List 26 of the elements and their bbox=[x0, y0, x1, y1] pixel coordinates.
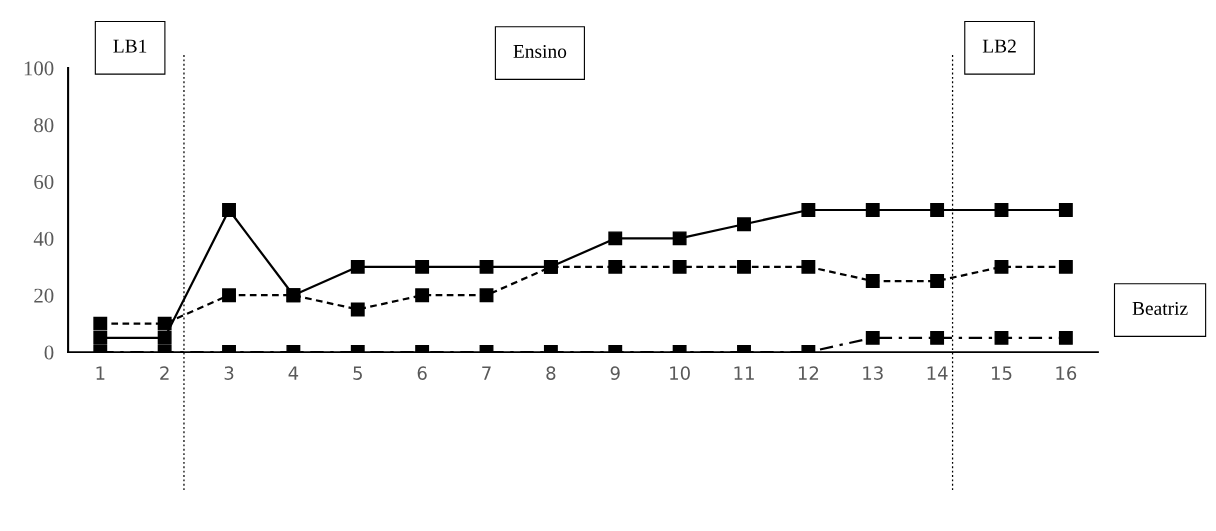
text: Ensino bbox=[513, 44, 567, 58]
x-tick-label: 11 bbox=[734, 366, 754, 380]
x-tick-label: 7 bbox=[482, 366, 491, 380]
y-tick-label: 40 bbox=[33, 231, 54, 246]
y-tick-label: 20 bbox=[34, 288, 54, 303]
text: Beatriz bbox=[1132, 301, 1188, 315]
x-tick-label: 15 bbox=[991, 366, 1012, 380]
y-tick-label: 100 bbox=[24, 61, 54, 76]
x-tick-label: 4 bbox=[288, 366, 299, 380]
x-tick-label: 14 bbox=[927, 366, 948, 380]
x-tick-label: 6 bbox=[417, 366, 427, 380]
y-tick-label: 60 bbox=[34, 174, 54, 190]
text: LB1 bbox=[113, 39, 147, 53]
x-tick-label: 10 bbox=[670, 366, 690, 380]
x-tick-label: 12 bbox=[798, 366, 819, 380]
text: LB2 bbox=[982, 39, 1016, 53]
x-tick-label: 3 bbox=[224, 366, 234, 380]
x-tick-label: 2 bbox=[160, 366, 169, 380]
y-tick-label: 0 bbox=[44, 345, 54, 360]
x-tick-label: 13 bbox=[863, 366, 883, 380]
x-tick-label: 8 bbox=[546, 366, 556, 380]
x-tick-label: 16 bbox=[1056, 366, 1077, 380]
x-tick-label: 1 bbox=[96, 366, 105, 380]
x-tick-label: 5 bbox=[353, 366, 362, 380]
y-tick-label: 80 bbox=[34, 118, 54, 133]
x-tick-label: 9 bbox=[610, 366, 620, 380]
